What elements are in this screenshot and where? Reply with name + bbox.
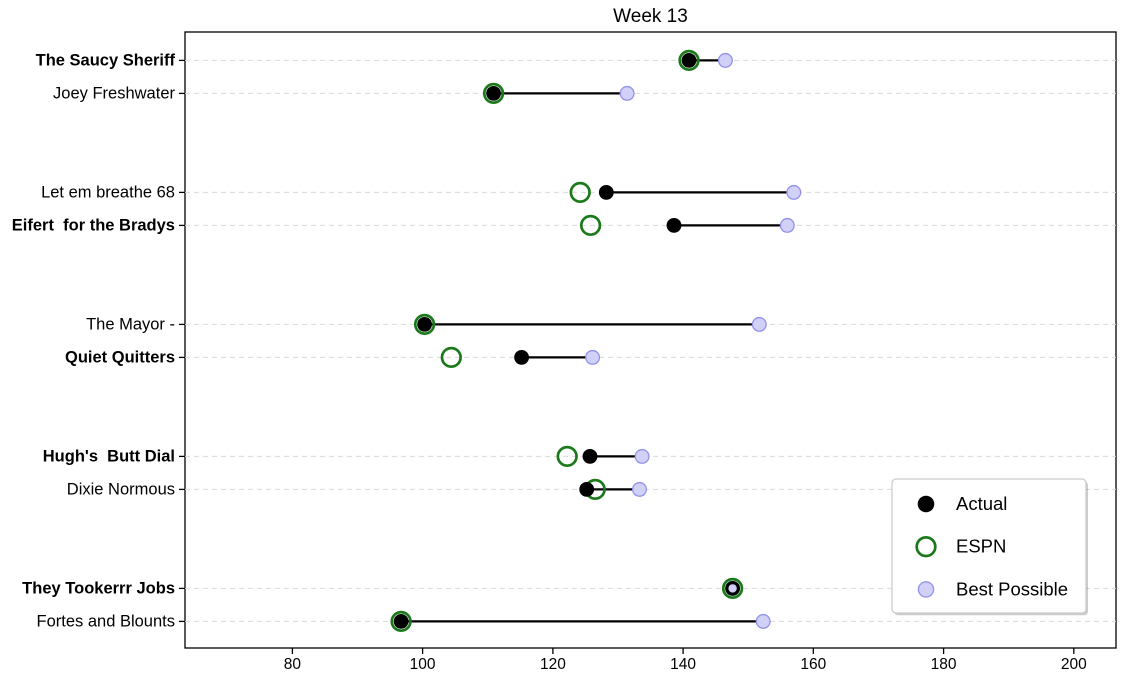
svg-text:They Tookerrr Jobs: They Tookerrr Jobs bbox=[22, 579, 175, 597]
svg-text:140: 140 bbox=[670, 656, 696, 673]
svg-text:160: 160 bbox=[800, 656, 826, 673]
svg-text:100: 100 bbox=[410, 656, 436, 673]
svg-text:Eifert for the Bradys: Eifert for the Bradys bbox=[12, 216, 175, 234]
svg-text:200: 200 bbox=[1061, 656, 1087, 673]
svg-text:Hugh's Butt Dial: Hugh's Butt Dial bbox=[43, 447, 175, 465]
svg-text:Actual: Actual bbox=[956, 493, 1007, 514]
svg-text:80: 80 bbox=[284, 656, 302, 673]
svg-text:Joey Freshwater: Joey Freshwater bbox=[53, 84, 175, 102]
svg-text:ESPN: ESPN bbox=[956, 536, 1006, 557]
svg-text:Dixie Normous: Dixie Normous bbox=[67, 480, 175, 498]
svg-text:The Saucy Sheriff: The Saucy Sheriff bbox=[36, 51, 176, 69]
svg-text:Let em breathe 68: Let em breathe 68 bbox=[41, 183, 175, 201]
svg-text:Fortes and Blounts: Fortes and Blounts bbox=[37, 612, 176, 630]
svg-text:Quiet Quitters: Quiet Quitters bbox=[65, 348, 175, 366]
svg-text:The Mayor -: The Mayor - bbox=[86, 315, 175, 333]
svg-text:120: 120 bbox=[540, 656, 566, 673]
svg-text:180: 180 bbox=[931, 656, 957, 673]
svg-text:Best Possible: Best Possible bbox=[956, 578, 1068, 599]
svg-text:Week 13: Week 13 bbox=[613, 6, 688, 27]
